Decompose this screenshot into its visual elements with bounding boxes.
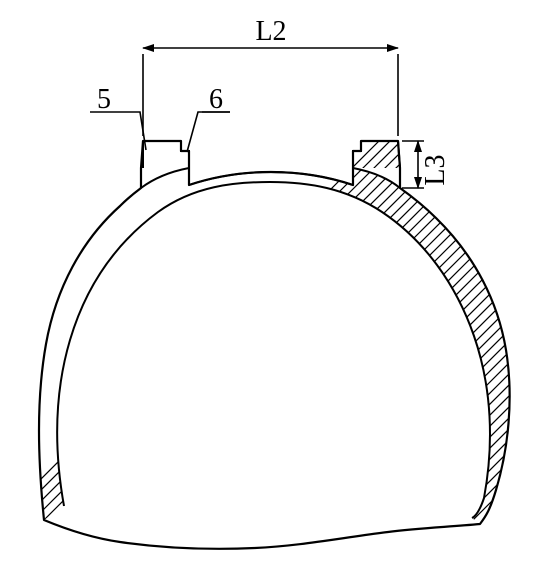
detail-6-step [181, 141, 189, 168]
hatch-neck-left [0, 0, 543, 567]
callout-6-leader [187, 112, 230, 152]
detail-right-step [353, 141, 361, 168]
neck-right-outer [398, 141, 400, 168]
outer-outline [39, 141, 510, 549]
neck-left-base [141, 168, 189, 188]
inner-top-rim [189, 172, 353, 185]
hatch-neck-right [0, 0, 543, 567]
dim-l3-label: L3 [420, 154, 451, 185]
inner-wall [57, 182, 490, 518]
engineering-section-drawing: L2 L3 5 6 [0, 0, 543, 567]
callout-5-label: 5 [97, 84, 111, 115]
dim-l2-label: L2 [255, 16, 286, 47]
hatch-dome-wall [0, 0, 543, 567]
callout-6-label: 6 [209, 84, 223, 115]
